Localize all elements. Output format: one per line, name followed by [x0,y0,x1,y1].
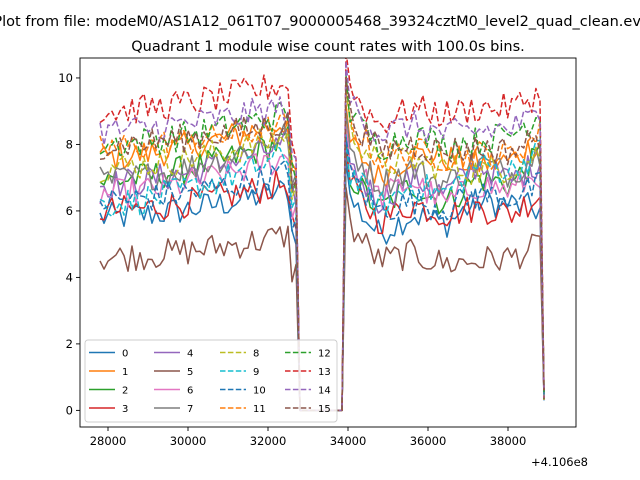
legend-label-7: 7 [187,404,193,415]
x-tick-label: 34000 [330,434,367,448]
legend-label-6: 6 [187,385,193,396]
legend-label-0: 0 [122,348,128,359]
x-tick-label: 36000 [410,434,447,448]
legend-label-1: 1 [122,367,128,378]
legend-label-13: 13 [318,367,331,378]
legend-label-8: 8 [253,348,259,359]
chart-title: Quadrant 1 module wise count rates with … [131,39,525,55]
x-tick-label: 28000 [90,434,127,448]
y-tick-label: 4 [66,270,73,284]
plot-frame [79,57,577,428]
x-tick-label: 30000 [170,434,207,448]
y-tick-label: 10 [58,71,73,85]
figure-suptitle: Plot from file: modeM0/AS1A12_061T07_900… [0,14,640,30]
legend-label-3: 3 [122,404,128,415]
y-tick-label: 6 [66,204,73,218]
y-axis: 0 2 4 6 8 10 [58,71,80,417]
x-tick-label: 38000 [490,434,527,448]
legend-box [84,339,338,423]
legend-label-4: 4 [187,348,193,359]
legend-label-2: 2 [122,385,128,396]
legend-label-5: 5 [187,367,193,378]
legend-label-12: 12 [318,348,331,359]
legend-label-9: 9 [253,367,259,378]
y-tick-label: 0 [66,403,73,417]
legend-label-15: 15 [318,404,331,415]
legend-label-14: 14 [318,385,331,396]
x-offset-label: +4.106e8 [531,455,588,469]
x-axis: 28000 30000 32000 34000 36000 38000 [90,427,527,448]
x-tick-label: 32000 [250,434,287,448]
legend-label-10: 10 [253,385,266,396]
legend-label-11: 11 [253,404,266,415]
y-tick-label: 2 [66,337,73,351]
y-tick-label: 8 [66,137,73,151]
